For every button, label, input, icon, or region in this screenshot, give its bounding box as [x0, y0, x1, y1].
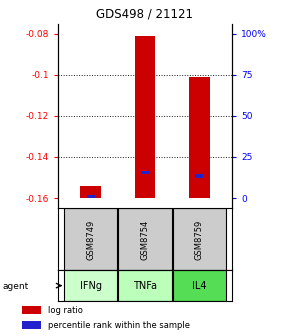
Bar — [141, 171, 149, 174]
Bar — [189, 77, 210, 198]
Bar — [64, 208, 117, 270]
Text: percentile rank within the sample: percentile rank within the sample — [48, 321, 191, 330]
Bar — [64, 270, 117, 301]
Bar — [118, 208, 172, 270]
Text: GSM8754: GSM8754 — [140, 219, 150, 259]
Bar — [195, 174, 204, 178]
Bar — [173, 208, 226, 270]
Bar — [118, 270, 172, 301]
Bar — [22, 306, 41, 314]
Text: GSM8759: GSM8759 — [195, 219, 204, 259]
Bar — [80, 186, 101, 198]
Text: IL4: IL4 — [192, 281, 206, 291]
Bar — [22, 322, 41, 329]
Text: log ratio: log ratio — [48, 306, 83, 315]
Text: TNFa: TNFa — [133, 281, 157, 291]
Title: GDS498 / 21121: GDS498 / 21121 — [97, 8, 193, 21]
Text: GSM8749: GSM8749 — [86, 219, 95, 259]
Bar — [86, 195, 95, 198]
Bar — [135, 36, 155, 198]
Text: agent: agent — [3, 282, 29, 291]
Text: IFNg: IFNg — [80, 281, 101, 291]
Bar — [173, 270, 226, 301]
